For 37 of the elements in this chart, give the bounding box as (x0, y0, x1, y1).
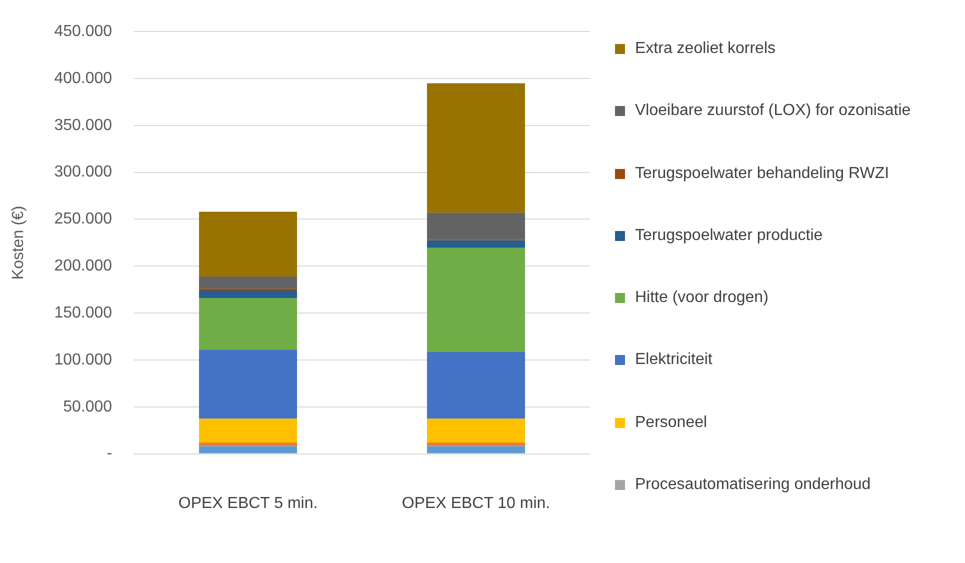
legend-label: Elektriciteit (635, 350, 712, 370)
bar (426, 240, 526, 248)
y-tick-label: 400.000 (54, 70, 112, 87)
bar (426, 248, 526, 352)
bar (199, 442, 298, 446)
legend-label: Terugspoelwater behandeling RWZI (635, 164, 890, 184)
y-tick-label: 100.000 (54, 351, 112, 368)
y-tick-label: - (106, 445, 112, 462)
bar (426, 352, 526, 419)
bar (199, 446, 298, 454)
bar (199, 276, 298, 289)
bar (426, 418, 526, 443)
bar (426, 212, 526, 240)
legend-label: Personeel (635, 412, 708, 433)
bar (426, 442, 526, 446)
y-tick-label: 50.000 (63, 398, 112, 416)
y-tick-label: 150.000 (54, 304, 112, 322)
y-tick-label: 450.000 (54, 23, 112, 40)
y-tick-label: 200.000 (54, 258, 112, 275)
y-tick-label: 300.000 (54, 164, 112, 181)
bar (199, 418, 298, 443)
bar (199, 290, 298, 298)
y-tick-label: 250.000 (54, 210, 112, 228)
legend-label: Extra zeoliet korrels (635, 39, 776, 59)
bar (199, 212, 298, 276)
bar (199, 298, 298, 350)
bar (426, 83, 526, 213)
y-axis-title: Kosten (€) (10, 206, 28, 280)
legend-label: Procesautomatisering onderhoud (635, 474, 871, 495)
legend-label: Vloeibare zuurstof (LOX) for ozonisatie (635, 101, 911, 122)
y-tick-label: 350.000 (54, 116, 112, 134)
legend-label: Hitte (voor drogen) (635, 288, 768, 308)
bar (199, 350, 298, 419)
x-tick-label: OPEX EBCT 10 min. (402, 494, 550, 512)
bar (426, 446, 526, 454)
x-tick-label: OPEX EBCT 5 min. (178, 494, 318, 512)
legend-label: Terugspoelwater productie (635, 226, 823, 246)
